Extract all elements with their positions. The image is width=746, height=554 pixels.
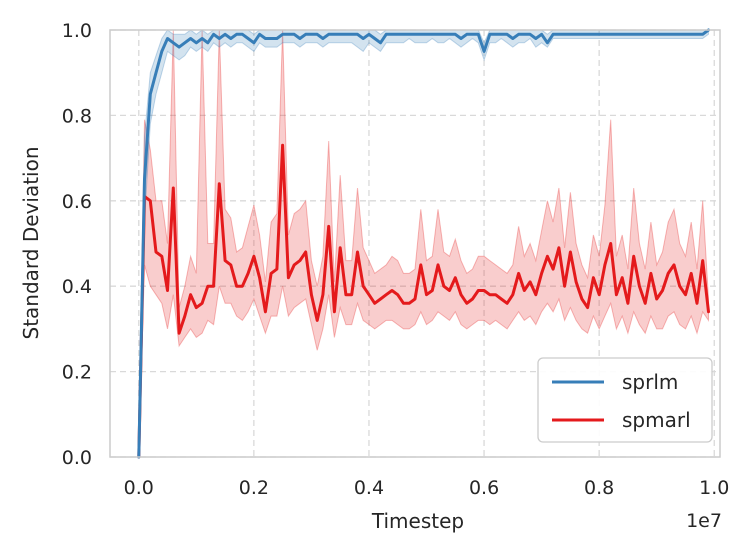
series-lines [137, 28, 710, 459]
y-axis-label: Standard Deviation [19, 146, 43, 339]
x-tick-label: 0.0 [124, 477, 154, 499]
legend-label-sprlm: sprlm [622, 370, 678, 394]
x-tick-label: 0.2 [239, 477, 269, 499]
y-tick-labels: 0.0 0.2 0.4 0.6 0.8 1.0 [62, 20, 92, 469]
y-tick-label: 0.8 [62, 105, 92, 127]
y-tick-label: 0.0 [62, 447, 92, 469]
series-line-spmarl [137, 143, 710, 459]
y-tick-label: 1.0 [62, 20, 92, 42]
x-tick-label: 0.8 [584, 477, 614, 499]
x-tick-label: 0.6 [469, 477, 499, 499]
x-tick-labels: 0.0 0.2 0.4 0.6 0.8 1.0 [124, 477, 730, 499]
y-tick-label: 0.2 [62, 362, 92, 384]
series-line-sprlm [137, 28, 710, 459]
x-axis-label: Timestep [371, 509, 464, 533]
x-offset-label: 1e7 [686, 510, 722, 532]
legend: sprlm spmarl [537, 357, 713, 443]
y-tick-label: 0.6 [62, 191, 92, 213]
y-tick-label: 0.4 [62, 276, 92, 298]
x-tick-label: 1.0 [699, 477, 729, 499]
legend-label-spmarl: spmarl [622, 408, 691, 432]
x-tick-label: 0.4 [354, 477, 384, 499]
plot-frame [109, 29, 721, 458]
